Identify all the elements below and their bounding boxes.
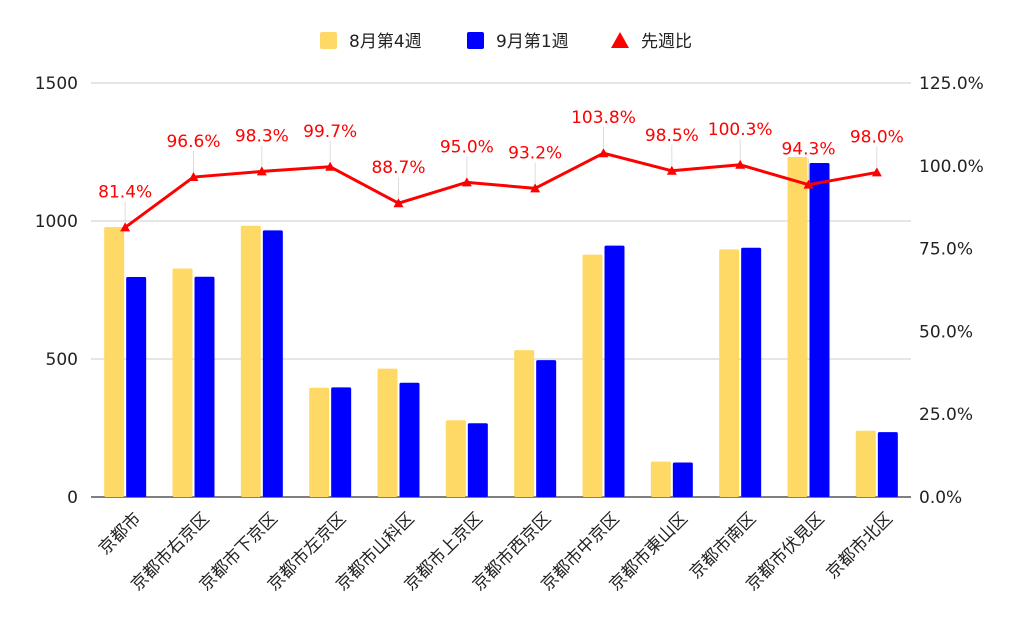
ratio-data-label: 81.4%	[98, 182, 152, 202]
ratio-point	[393, 198, 404, 208]
right-tick-label: 75.0%	[919, 240, 973, 260]
right-axis: 0.0% 25.0% 50.0% 75.0% 100.0% 125.0%	[919, 74, 984, 508]
ratio-data-label: 103.8%	[571, 108, 636, 128]
bar-week-sep1	[877, 432, 898, 497]
ratio-point	[120, 222, 131, 232]
legend-label: 先週比	[641, 32, 692, 52]
right-tick-label: 100.0%	[919, 157, 984, 177]
bar-week-aug4	[240, 225, 261, 497]
category-label: 京都市南区	[686, 509, 760, 583]
legend-swatch	[467, 32, 484, 49]
ratio-point	[256, 166, 267, 176]
bar-week-aug4	[377, 368, 398, 497]
bar-week-sep1	[194, 276, 215, 497]
legend-marker-triangle	[611, 32, 629, 48]
bar-week-aug4	[855, 430, 876, 497]
ratio-point	[530, 183, 541, 193]
ratio-data-label: 94.3%	[781, 140, 835, 160]
bar-week-aug4	[719, 249, 740, 497]
right-tick-label: 25.0%	[919, 405, 973, 425]
category-axis: 京都市京都市右京区京都市下京区京都市左京区京都市山科区京都市上京区京都市西京区京…	[95, 509, 897, 595]
bar-week-sep1	[126, 277, 147, 497]
ratio-point	[871, 167, 882, 177]
bar-week-aug4	[582, 254, 603, 497]
bar-series	[104, 156, 898, 498]
left-axis: 0 500 1000 1500	[35, 74, 78, 508]
ratio-data-label: 99.7%	[303, 122, 357, 142]
bar-week-sep1	[741, 247, 762, 497]
ratio-point	[735, 159, 746, 169]
bar-week-aug4	[787, 156, 808, 497]
bar-week-sep1	[399, 382, 420, 497]
bar-week-sep1	[331, 387, 352, 497]
left-tick-label: 0	[67, 488, 78, 508]
bar-week-sep1	[536, 360, 557, 497]
ratio-data-label: 98.5%	[645, 126, 699, 146]
ratio-data-label: 88.7%	[371, 158, 425, 178]
gridlines	[91, 82, 911, 498]
ratio-data-label: 96.6%	[166, 132, 220, 152]
ratio-point	[666, 165, 677, 175]
left-tick-label: 500	[46, 350, 78, 370]
bar-week-aug4	[650, 461, 671, 497]
bar-week-sep1	[604, 245, 625, 497]
bar-week-aug4	[445, 420, 466, 497]
ratio-point	[461, 177, 472, 187]
right-tick-label: 0.0%	[919, 488, 962, 508]
right-tick-label: 125.0%	[919, 74, 984, 94]
ratio-point	[325, 161, 336, 171]
ratio-data-label: 98.0%	[850, 127, 904, 147]
bar-week-sep1	[672, 462, 693, 497]
bar-week-aug4	[104, 227, 125, 497]
legend-label: 9月第1週	[496, 32, 569, 52]
ratio-line	[124, 151, 878, 229]
category-label: 京都市北区	[823, 509, 897, 583]
right-tick-label: 50.0%	[919, 322, 973, 342]
legend-swatch	[320, 32, 337, 49]
legend: 8月第4週 9月第1週 先週比	[320, 32, 692, 52]
ratio-point	[598, 148, 609, 158]
ratio-data-label: 100.3%	[708, 120, 773, 140]
bar-week-aug4	[172, 268, 193, 497]
bar-week-sep1	[467, 423, 488, 497]
ratio-point	[188, 172, 199, 182]
line-series: 81.4% 96.6% 98.3% 99.7% 88.7% 95.0% 93.2% 103.8…	[98, 108, 904, 232]
category-label: 京都市	[95, 509, 145, 559]
ratio-data-label: 95.0%	[440, 137, 494, 157]
left-tick-label: 1000	[35, 212, 78, 232]
ratio-data-label: 93.2%	[508, 143, 562, 163]
bar-week-aug4	[514, 350, 535, 497]
bar-week-sep1	[809, 163, 830, 498]
bar-week-sep1	[262, 230, 283, 497]
bar-week-aug4	[309, 387, 330, 497]
legend-label: 8月第4週	[349, 32, 422, 52]
left-tick-label: 1500	[35, 74, 78, 94]
ratio-point	[803, 179, 814, 189]
ratio-data-label: 98.3%	[235, 126, 289, 146]
